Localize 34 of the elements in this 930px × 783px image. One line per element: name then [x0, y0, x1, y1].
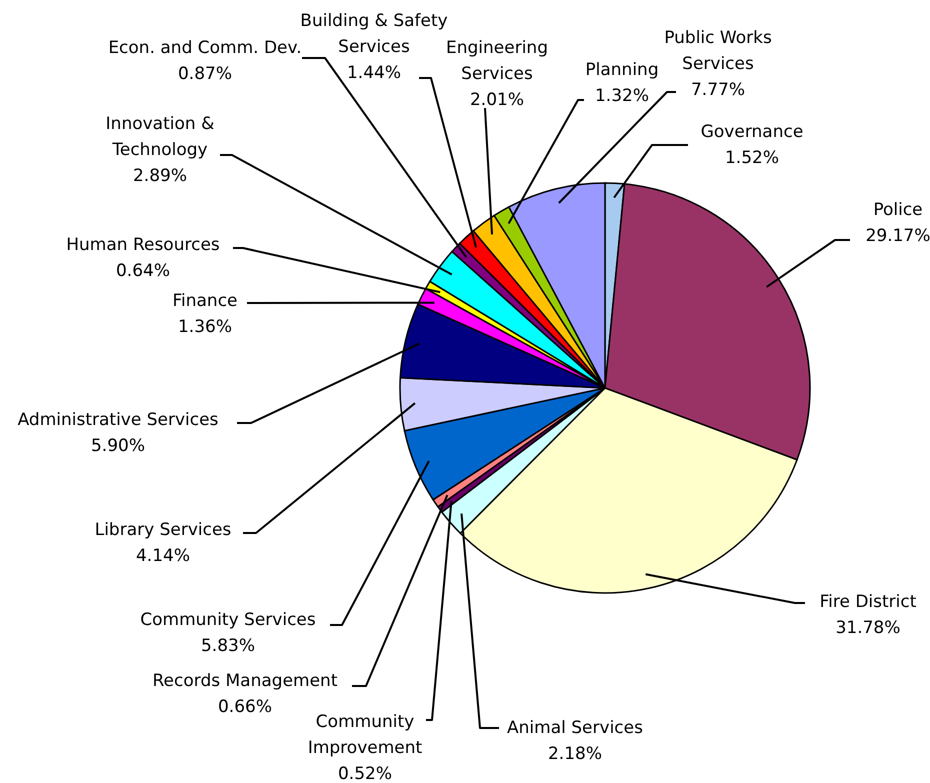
slice-label: Community Services [140, 610, 316, 630]
data-label: 1.32% [594, 86, 650, 106]
slice-label: Library Services [94, 520, 232, 540]
data-label: 7.77% [690, 80, 746, 100]
data-label: 5.90% [90, 436, 146, 456]
slice-label: Econ. and Comm. Dev. [108, 38, 302, 58]
data-label: 29.17% [866, 226, 930, 246]
data-label: 1.44% [346, 63, 402, 83]
slice-label: Fire District [820, 592, 917, 612]
slice-label: Finance [172, 291, 238, 311]
data-label: 0.66% [218, 697, 272, 717]
data-label: 1.52% [724, 148, 780, 168]
data-label: 4.14% [136, 546, 190, 566]
slice-label: Planning [585, 60, 659, 80]
data-label: 31.78% [836, 618, 900, 638]
data-label: 2.18% [548, 744, 602, 764]
data-label: 1.36% [178, 317, 232, 337]
slice-label: Community Improvement [308, 712, 423, 758]
slice-label: Public Works Services [664, 28, 772, 74]
slice-label: Governance [700, 122, 804, 142]
slice-label: Innovation & Technology [106, 114, 214, 160]
slice-label: Engineering Services [446, 38, 548, 84]
slice-label: Animal Services [507, 718, 644, 738]
data-label: 0.52% [338, 764, 392, 783]
slice-label: Police [873, 200, 923, 220]
data-label: 0.64% [116, 261, 170, 281]
data-label: 0.87% [178, 64, 232, 84]
slice-label: Administrative Services [18, 410, 219, 430]
slice-label: Records Management [152, 671, 338, 691]
data-label: 2.89% [132, 166, 188, 186]
data-label: 2.01% [470, 90, 524, 110]
slice-label: Human Resources [66, 235, 220, 255]
slice-label: Building & Safety Services [300, 11, 448, 57]
data-label: 5.83% [200, 636, 256, 656]
